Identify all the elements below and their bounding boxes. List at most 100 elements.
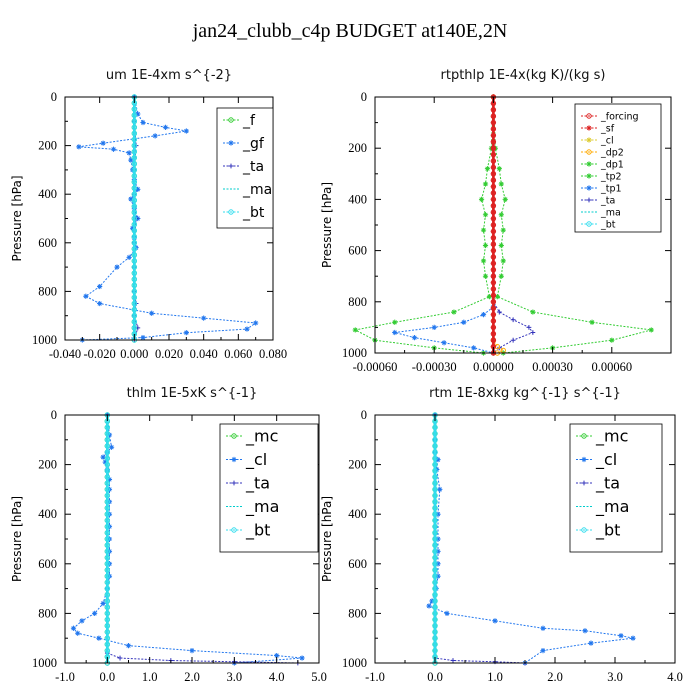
data-point: [471, 345, 477, 351]
chart-panel-rtpthlp: rtpthlp 1E-4x(kg K)/(kg s) Pressure [hPa]…: [320, 68, 672, 374]
data-point: [104, 647, 111, 654]
data-point: [432, 517, 438, 524]
data-point: [432, 610, 438, 617]
legend-entry: _tp1: [581, 183, 622, 194]
y-tick-label: 1000: [342, 656, 367, 670]
legend-label: _cl: [595, 450, 617, 470]
y-axis-label: Pressure [hPa]: [10, 496, 24, 582]
data-point: [432, 455, 438, 462]
legend-label: _ma: [595, 497, 629, 517]
data-point: [131, 161, 138, 167]
data-point: [231, 527, 237, 533]
data-point: [586, 113, 592, 119]
series-line: [106, 415, 298, 664]
legend-label: _ma: [242, 182, 272, 198]
data-point: [411, 335, 418, 341]
legend-entry: _bt: [223, 205, 265, 221]
data-point: [104, 449, 111, 455]
data-point: [451, 309, 457, 315]
data-point: [126, 254, 132, 260]
data-point: [490, 190, 497, 196]
data-point: [432, 443, 438, 449]
data-point: [429, 598, 435, 604]
data-point: [490, 209, 497, 215]
data-point: [581, 527, 587, 533]
data-point: [131, 300, 138, 307]
y-tick-label: 200: [348, 141, 367, 155]
data-point: [426, 603, 432, 609]
data-point: [589, 319, 595, 325]
figure-title: jan24_clubb_c4p BUDGET at140E,2N: [192, 20, 508, 42]
legend-label: _forcing: [600, 111, 639, 122]
series-ta: [491, 94, 536, 356]
data-point: [490, 215, 497, 222]
x-tick-label: -1.0: [55, 670, 75, 684]
data-point: [490, 126, 497, 132]
legend-label: _bt: [242, 205, 265, 221]
data-point: [104, 585, 111, 592]
series-line: [428, 415, 634, 664]
data-point: [586, 137, 592, 143]
data-point: [437, 486, 443, 492]
data-point: [131, 252, 138, 258]
data-point: [490, 254, 497, 260]
legend-entry: _cl: [576, 450, 617, 470]
data-point: [530, 309, 536, 315]
data-point: [253, 320, 259, 326]
chart-title: rtm 1E-8xkg kg^{-1} s^{-1}: [429, 386, 621, 401]
data-point: [435, 457, 441, 463]
data-point: [432, 548, 438, 555]
data-point: [104, 499, 111, 505]
data-point: [126, 150, 132, 156]
x-tick-label: 2.0: [184, 670, 200, 684]
series-line: [492, 97, 534, 354]
data-point: [432, 511, 438, 517]
data-point: [490, 292, 497, 299]
data-point: [110, 146, 117, 152]
data-point: [108, 444, 115, 450]
data-point: [482, 212, 489, 218]
data-point: [609, 337, 615, 343]
data-point: [480, 227, 487, 233]
data-point: [478, 196, 485, 202]
series-forcing: [490, 94, 497, 356]
series-tp2: [490, 94, 654, 356]
data-point: [131, 124, 138, 131]
data-point: [131, 246, 138, 252]
data-point: [131, 282, 138, 289]
data-point: [500, 258, 506, 264]
legend-label: _gf: [242, 136, 265, 152]
data-point: [490, 318, 497, 324]
data-point: [490, 171, 497, 177]
data-point: [432, 561, 438, 567]
y-tick-label: 200: [38, 458, 57, 472]
x-tick-label: 0.0: [427, 670, 443, 684]
data-point: [450, 658, 456, 663]
data-point: [530, 330, 536, 335]
data-point: [432, 542, 438, 548]
series-bt: [131, 94, 138, 343]
data-point: [490, 132, 497, 139]
data-point: [432, 523, 438, 530]
legend-label: _ta: [242, 159, 264, 175]
legend: _mc _cl _ta _ma _bt: [219, 423, 319, 553]
data-point: [131, 306, 138, 313]
data-point: [490, 196, 497, 203]
legend-entry: _mc: [226, 427, 278, 447]
data-point: [131, 185, 138, 191]
legend-entry: _f: [223, 113, 256, 129]
data-point: [490, 228, 497, 235]
y-axis-label: Pressure [hPa]: [320, 182, 334, 268]
data-point: [135, 111, 141, 117]
data-point: [500, 227, 506, 233]
data-point: [104, 592, 111, 598]
data-point: [83, 293, 89, 299]
data-point: [432, 474, 438, 480]
data-point: [490, 183, 497, 190]
data-point: [498, 181, 504, 187]
data-point: [128, 196, 134, 202]
data-point: [432, 554, 438, 561]
data-point: [490, 139, 497, 145]
legend-entry: _sf: [581, 123, 615, 134]
data-point: [432, 629, 438, 635]
